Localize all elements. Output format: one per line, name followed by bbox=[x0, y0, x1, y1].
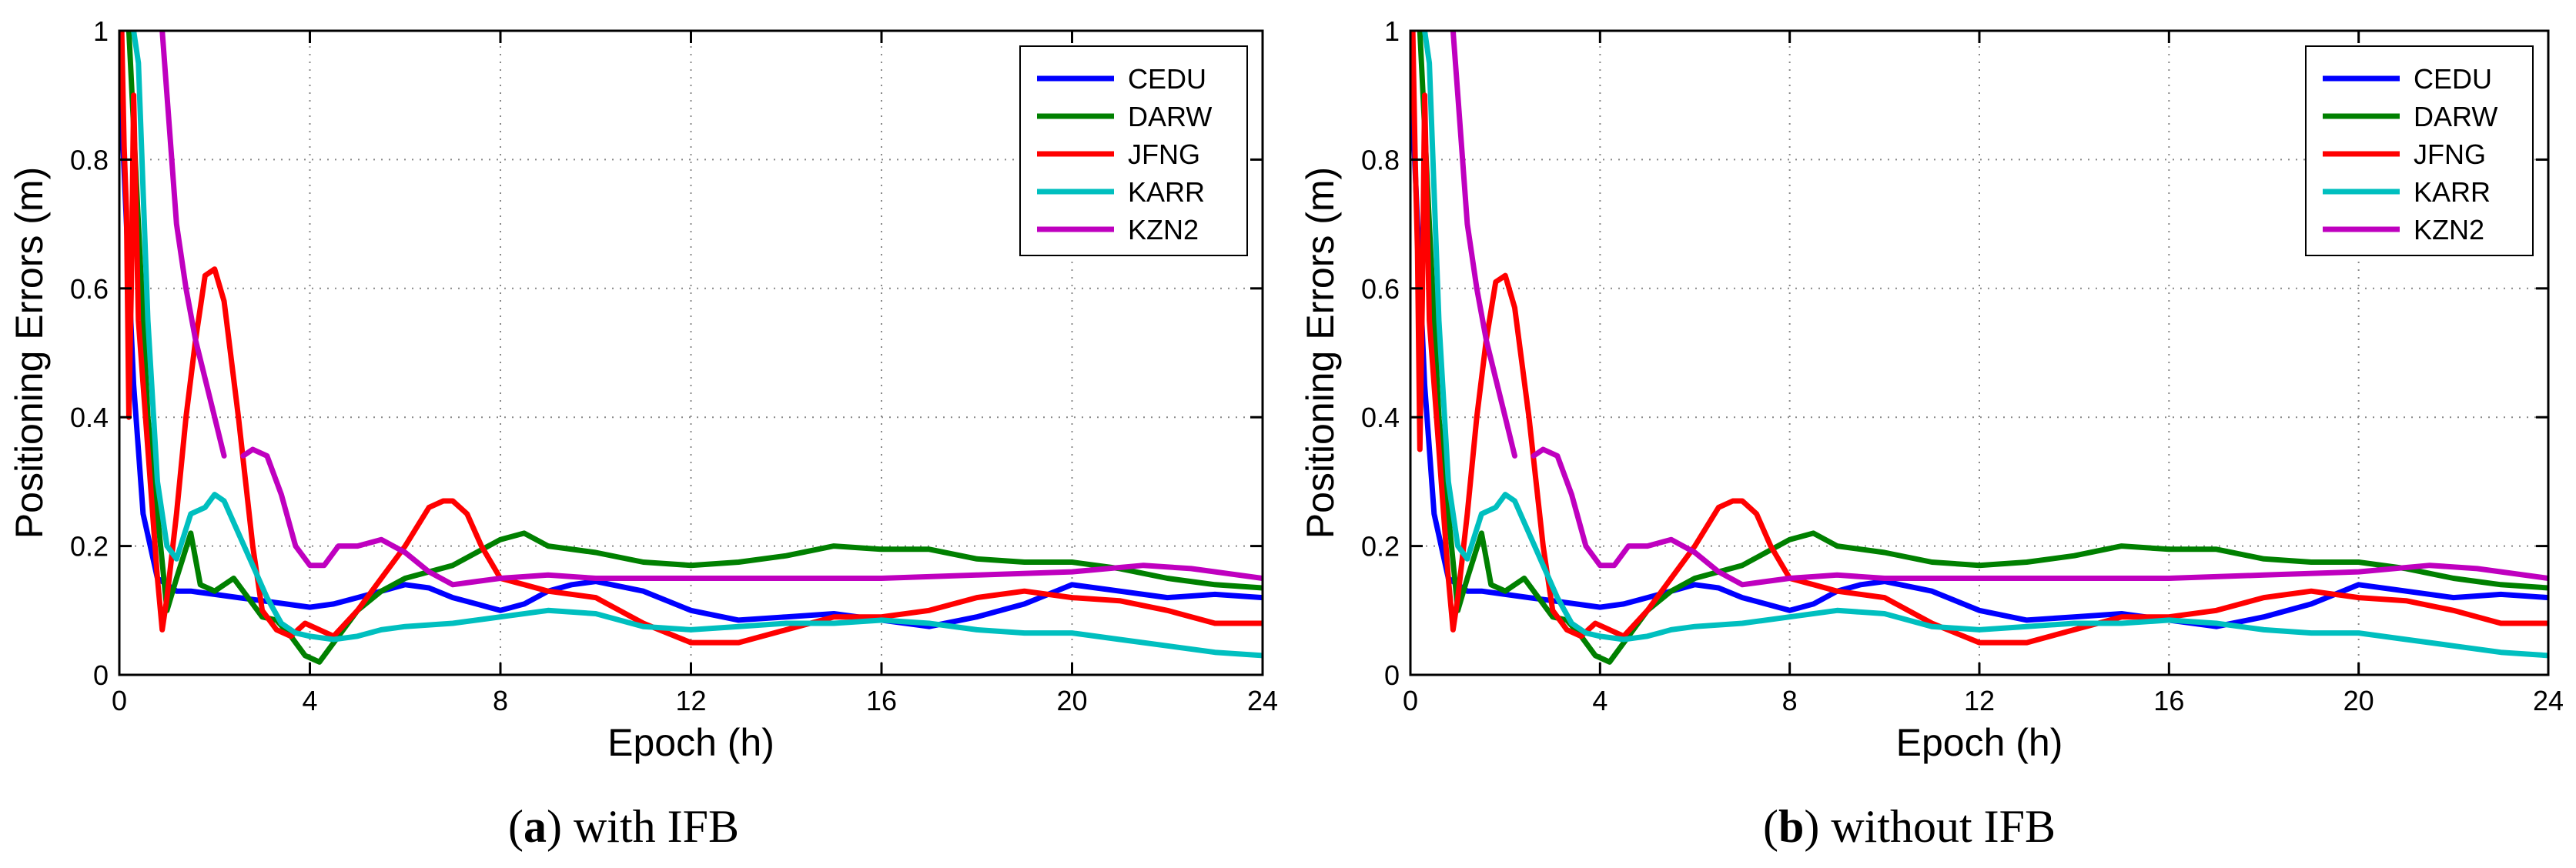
x-tick-label: 4 bbox=[302, 685, 317, 716]
y-tick-label: 0.6 bbox=[1361, 273, 1400, 305]
x-tick-label: 8 bbox=[493, 685, 508, 716]
series-line-cedu bbox=[1410, 60, 2548, 629]
series-line-kzn2 bbox=[159, 31, 227, 459]
caption-b-letter: b bbox=[1778, 801, 1805, 852]
chart-panel-b: 0 4 8 12 16 20 24 0 0.2 0.4 0.6 0.8 1 Epoch (h) Positi… bbox=[1299, 15, 2564, 764]
series-line-kzn2-segment-2 bbox=[1531, 446, 2548, 588]
chart-panel-a: 0 4 8 12 16 20 24 0 0.2 0.4 0.6 0.8 1 Epoch (h) Positi… bbox=[8, 15, 1278, 764]
legend-label-karr: KARR bbox=[2414, 176, 2491, 208]
x-tick-label: 24 bbox=[2533, 685, 2564, 716]
x-tick-label: 20 bbox=[1056, 685, 1087, 716]
y-axis-label: Positioning Errors (m) bbox=[8, 167, 51, 539]
legend-label-cedu: CEDU bbox=[1128, 63, 1206, 95]
y-tick-label: 0.4 bbox=[70, 402, 109, 433]
caption-a-letter: a bbox=[523, 801, 547, 852]
y-tick-label: 0.8 bbox=[1361, 144, 1400, 175]
legend-label-cedu: CEDU bbox=[2414, 63, 2492, 95]
x-tick-label: 24 bbox=[1247, 685, 1278, 716]
y-tick-label: 1 bbox=[1384, 15, 1400, 47]
y-tick-label: 0.2 bbox=[70, 531, 109, 563]
series-line-kzn2-segment-2 bbox=[240, 446, 1263, 588]
legend: CEDU DARW JFNG KARR KZN2 bbox=[2305, 45, 2534, 256]
series-line-darw bbox=[1417, 31, 2548, 665]
legend-label-darw: DARW bbox=[1128, 101, 1212, 132]
x-tick-label: 12 bbox=[1964, 685, 1995, 716]
legend-label-jfng: JFNG bbox=[2414, 139, 2486, 170]
x-tick-label: 8 bbox=[1782, 685, 1798, 716]
x-tick-label: 12 bbox=[675, 685, 706, 716]
legend-label-karr: KARR bbox=[1128, 176, 1205, 208]
y-tick-label: 0.8 bbox=[70, 144, 109, 175]
series-line-cedu bbox=[119, 60, 1263, 629]
series-line-jfng bbox=[119, 31, 1263, 646]
y-tick-label: 0.4 bbox=[1361, 402, 1400, 433]
x-tick-label: 20 bbox=[2343, 685, 2374, 716]
legend-label-jfng: JFNG bbox=[1128, 139, 1200, 170]
series-line-karr bbox=[1422, 31, 2548, 659]
series-line-jfng bbox=[1410, 31, 2548, 646]
x-axis-label: Epoch (h) bbox=[607, 721, 774, 764]
legend-label-darw: DARW bbox=[2414, 101, 2497, 132]
series-line-karr bbox=[131, 31, 1263, 659]
x-tick-label: 4 bbox=[1592, 685, 1607, 716]
legend: CEDU DARW JFNG KARR KZN2 bbox=[1019, 45, 1248, 256]
y-axis-label: Positioning Errors (m) bbox=[1299, 167, 1342, 539]
x-tick-label: 16 bbox=[866, 685, 897, 716]
caption-a: (a) with IFB bbox=[508, 801, 740, 852]
y-tick-label: 0 bbox=[93, 659, 109, 691]
x-tick-label: 0 bbox=[1403, 685, 1418, 716]
y-tick-label: 0.2 bbox=[1361, 531, 1400, 563]
y-tick-label: 0.6 bbox=[70, 273, 109, 305]
series-line-darw bbox=[125, 31, 1263, 665]
x-tick-label: 0 bbox=[112, 685, 127, 716]
series-line-kzn2 bbox=[1450, 31, 1517, 459]
caption-b: (b) without IFB bbox=[1763, 801, 2056, 852]
x-axis-label: Epoch (h) bbox=[1896, 721, 2063, 764]
x-tick-label: 16 bbox=[2153, 685, 2184, 716]
legend-label-kzn2: KZN2 bbox=[2414, 214, 2484, 245]
y-tick-label: 1 bbox=[93, 15, 109, 47]
legend-label-kzn2: KZN2 bbox=[1128, 214, 1199, 245]
caption-b-text: without IFB bbox=[1831, 801, 2056, 852]
y-tick-label: 0 bbox=[1384, 659, 1400, 691]
caption-a-text: with IFB bbox=[573, 801, 740, 852]
